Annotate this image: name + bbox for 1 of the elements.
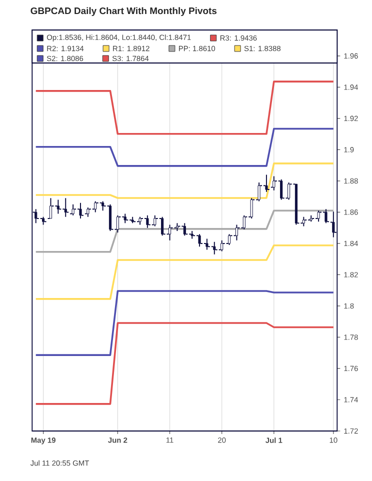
- chart-title: GBPCAD Daily Chart With Monthly Pivots: [30, 7, 216, 16]
